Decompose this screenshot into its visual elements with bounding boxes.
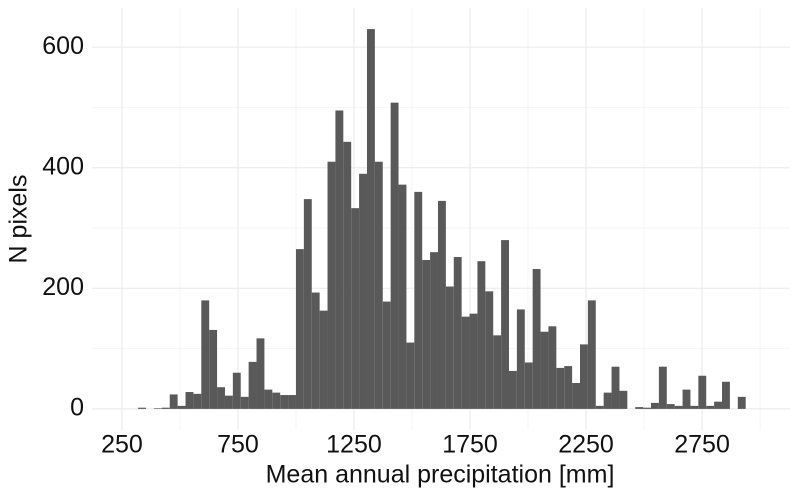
bar (422, 259, 431, 409)
bar (177, 405, 186, 409)
bar (335, 110, 344, 409)
bar (311, 292, 320, 409)
bar (138, 407, 147, 409)
bar (595, 405, 604, 409)
bar (406, 342, 415, 409)
y-tick-label: 200 (42, 273, 84, 301)
bar (303, 199, 312, 409)
bar (516, 309, 525, 409)
bar (658, 366, 667, 409)
bar (461, 316, 470, 409)
bar (698, 375, 707, 409)
x-tick-label: 2250 (558, 431, 614, 459)
bar (508, 370, 517, 409)
bar (359, 173, 367, 409)
bar (485, 291, 494, 409)
bar (579, 344, 588, 409)
bar (248, 361, 257, 409)
bar (635, 407, 644, 409)
bar (603, 392, 612, 409)
bar (366, 29, 375, 409)
bar (722, 381, 730, 409)
bar (232, 372, 241, 409)
bar (256, 338, 265, 409)
x-tick-label: 750 (217, 431, 259, 459)
y-tick-label: 600 (42, 32, 84, 60)
bar (264, 389, 273, 409)
bar (280, 395, 289, 409)
bar (714, 401, 723, 409)
bar (288, 395, 296, 409)
bar (532, 269, 541, 409)
bar (706, 405, 715, 409)
bar (437, 200, 446, 409)
bar (469, 313, 478, 409)
bar (651, 402, 659, 409)
bar (327, 161, 336, 409)
bar (319, 310, 328, 409)
bar (643, 407, 652, 409)
bar (587, 300, 596, 409)
bar (193, 393, 202, 409)
bar (430, 252, 438, 409)
bar (169, 394, 178, 409)
y-tick-label: 0 (70, 394, 84, 422)
bar (445, 286, 454, 409)
bar (524, 362, 533, 409)
bar (295, 249, 304, 409)
x-tick-label: 2750 (674, 431, 730, 459)
bar (453, 256, 462, 409)
bar (493, 335, 502, 409)
bar (390, 102, 399, 409)
bar (540, 331, 549, 409)
bar (477, 261, 486, 409)
x-tick-label: 1250 (326, 431, 382, 459)
bar (374, 161, 383, 409)
bar (398, 184, 407, 409)
bar (240, 396, 249, 409)
bar (185, 392, 194, 409)
bar (619, 390, 628, 409)
x-tick-label: 1750 (442, 431, 498, 459)
bar (674, 405, 683, 409)
bar (737, 396, 746, 409)
bar (611, 366, 620, 409)
bar (690, 405, 699, 409)
bar (224, 395, 233, 409)
bar (548, 326, 557, 409)
x-tick-label: 250 (101, 431, 143, 459)
bar (272, 392, 281, 409)
x-axis-title: Mean annual precipitation [mm] (266, 461, 615, 489)
bar (572, 382, 580, 409)
bar (414, 191, 423, 409)
bar (201, 300, 210, 409)
bar (161, 407, 170, 409)
y-tick-label: 400 (42, 152, 84, 180)
bar (501, 240, 509, 409)
bar (564, 366, 573, 409)
bar (556, 367, 565, 409)
y-axis-title: N pixels (5, 175, 33, 264)
bar (682, 389, 691, 409)
bar (382, 301, 391, 409)
bar (343, 141, 352, 409)
bar (209, 329, 218, 409)
bar (217, 387, 225, 409)
bar (351, 208, 360, 409)
bar (666, 404, 675, 409)
bar (153, 408, 162, 409)
